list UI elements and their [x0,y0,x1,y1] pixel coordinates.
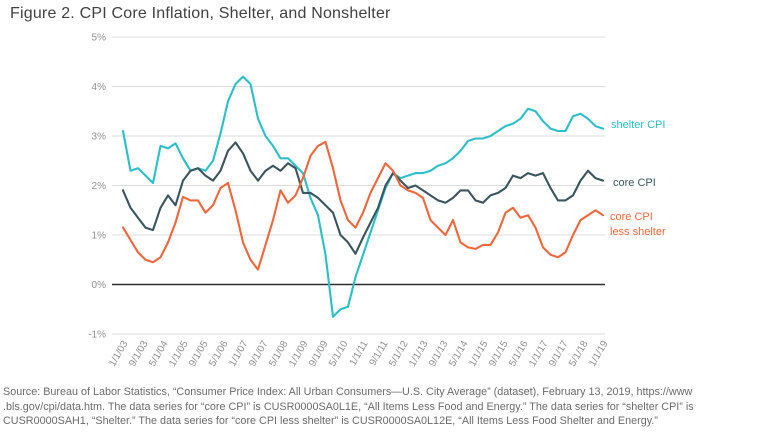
series-line-shelter-cpi [121,75,605,318]
legend-shelter-cpi: shelter CPI [611,118,665,133]
y-tick-label: 4% [92,82,107,93]
x-tick-label: 1/1/19 [587,339,611,369]
gridlines [112,36,605,335]
x-tick-label: 1/1/11 [348,339,371,368]
legend-core-cpi: core CPI [613,176,656,191]
y-tick-label: 2% [92,181,107,192]
legend-shelter-cpi-label: shelter CPI [611,119,666,131]
series-line-core-cpi-less-shelter [121,140,605,271]
y-tick-label: 0% [92,280,107,291]
y-tick-label: -1% [88,330,106,341]
y-tick-label: 5% [92,33,107,44]
x-tick-label: 5/1/10 [327,339,351,369]
y-tick-label: 3% [92,132,107,143]
source-note-line-1: Source: Bureau of Labor Statistics, “Con… [3,386,693,398]
y-axis-labels: 5% 4% 3% 2% 1% 0% -1% [88,33,106,341]
source-note-line-3: CUSR0000SAH1, “Shelter.” The data series… [3,415,658,427]
source-note-line-2: .bls.gov/cpi/data.htm. The data series f… [3,400,694,413]
y-tick-label: 1% [92,231,107,242]
figure-title: Figure 2. CPI Core Inflation, Shelter, a… [10,5,391,22]
legend-core-cpi-less-shelter-label-line2: less shelter [610,226,666,238]
legend-core-cpi-less-shelter: core CPI less shelter [610,210,666,240]
x-axis-labels: 1/1/039/1/035/1/041/1/059/1/055/1/061/1/… [107,339,611,369]
source-note: Source: Bureau of Labor Statistics, “Con… [3,385,765,429]
legend-core-cpi-less-shelter-label-line1: core CPI [610,211,653,223]
legend-core-cpi-label: core CPI [613,177,656,189]
series-line-core-cpi [121,141,605,255]
